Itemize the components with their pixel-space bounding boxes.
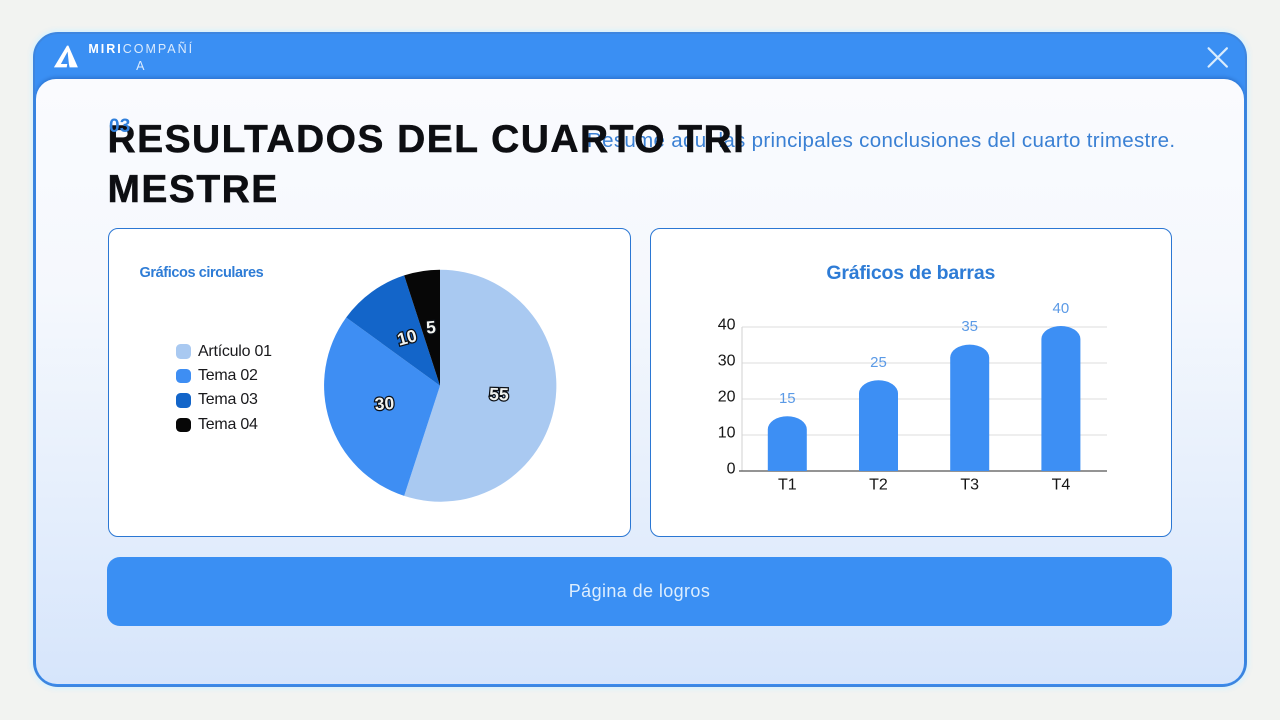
svg-text:30: 30: [374, 393, 395, 414]
svg-text:40: 40: [1053, 300, 1070, 317]
svg-text:15: 15: [779, 390, 796, 407]
svg-text:0: 0: [727, 461, 736, 478]
svg-text:T2: T2: [869, 476, 888, 493]
svg-text:5: 5: [425, 317, 437, 338]
svg-text:40: 40: [718, 317, 736, 334]
svg-text:T3: T3: [960, 476, 979, 493]
svg-text:20: 20: [718, 389, 736, 406]
svg-text:30: 30: [718, 353, 736, 370]
svg-text:T1: T1: [778, 476, 797, 493]
svg-text:35: 35: [961, 318, 978, 335]
svg-text:55: 55: [489, 384, 509, 405]
svg-text:T4: T4: [1052, 476, 1071, 493]
svg-text:25: 25: [870, 354, 887, 371]
svg-text:10: 10: [718, 425, 736, 442]
